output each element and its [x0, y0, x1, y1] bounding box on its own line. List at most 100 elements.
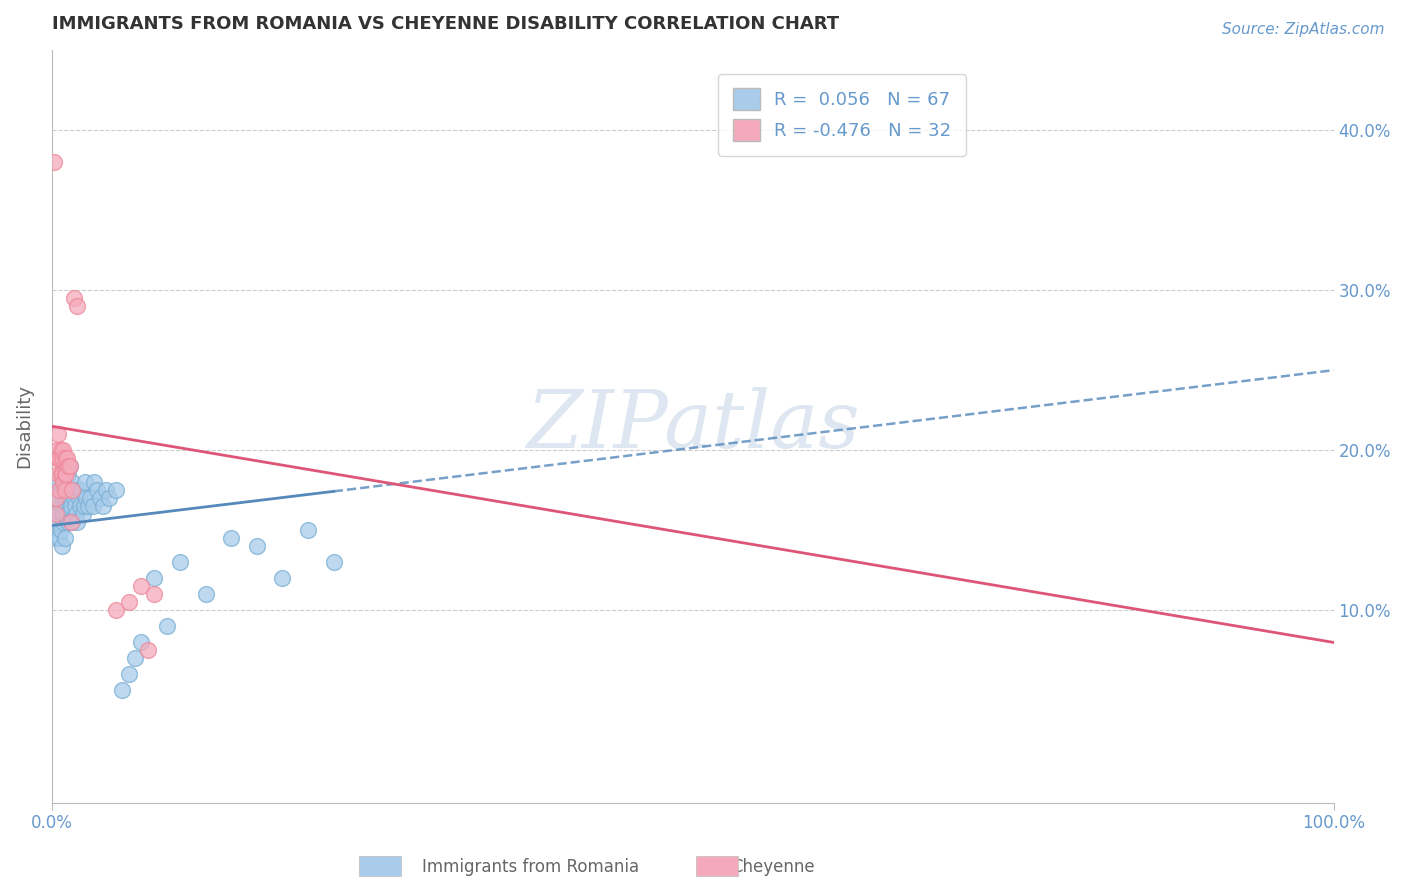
Point [52, 491, 75, 506]
Point [49, 524, 72, 538]
Point [51, 508, 73, 522]
Point [60, 516, 83, 530]
Point [169, 555, 191, 569]
Point [44, 155, 66, 169]
Point [60, 483, 83, 498]
Point [52, 508, 75, 522]
Point [46, 516, 69, 530]
Text: Immigrants from Romania: Immigrants from Romania [422, 858, 638, 876]
Point [55, 491, 77, 506]
Point [51, 467, 73, 482]
Point [73, 500, 96, 514]
Point [104, 483, 127, 498]
Point [45, 491, 67, 506]
Point [48, 491, 70, 506]
Point [48, 532, 70, 546]
Point [124, 651, 146, 665]
Point [49, 443, 72, 458]
Point [46, 451, 69, 466]
Point [52, 516, 75, 530]
Point [56, 483, 79, 498]
Point [143, 571, 166, 585]
Point [49, 500, 72, 514]
Point [62, 291, 84, 305]
Legend: R =  0.056   N = 67, R = -0.476   N = 32: R = 0.056 N = 67, R = -0.476 N = 32 [718, 74, 966, 156]
Point [69, 500, 91, 514]
Point [46, 475, 69, 490]
Point [75, 491, 97, 506]
Point [45, 508, 67, 522]
Point [60, 475, 83, 490]
Point [53, 500, 76, 514]
Point [136, 643, 159, 657]
Text: IMMIGRANTS FROM ROMANIA VS CHEYENNE DISABILITY CORRELATION CHART: IMMIGRANTS FROM ROMANIA VS CHEYENNE DISA… [52, 15, 839, 33]
Point [51, 539, 73, 553]
Point [83, 475, 105, 490]
Point [322, 555, 344, 569]
Point [62, 491, 84, 506]
Point [59, 459, 82, 474]
Point [45, 483, 67, 498]
Point [59, 483, 82, 498]
Point [156, 619, 179, 633]
Point [118, 595, 141, 609]
Point [67, 491, 90, 506]
Text: ZIPatlas: ZIPatlas [526, 387, 859, 465]
Point [53, 532, 76, 546]
Point [58, 467, 80, 482]
Point [49, 483, 72, 498]
Point [65, 508, 87, 522]
Text: Cheyenne: Cheyenne [731, 858, 814, 876]
Point [70, 483, 93, 498]
Point [59, 459, 82, 474]
Point [76, 500, 98, 514]
Point [53, 451, 76, 466]
Point [46, 467, 69, 482]
Point [45, 443, 67, 458]
Point [45, 532, 67, 546]
Point [72, 508, 94, 522]
Point [143, 587, 166, 601]
Point [131, 635, 153, 649]
Point [59, 500, 82, 514]
Point [219, 532, 242, 546]
Point [63, 500, 86, 514]
Point [86, 483, 108, 498]
Y-axis label: Disability: Disability [15, 384, 32, 468]
Point [55, 475, 77, 490]
Point [131, 579, 153, 593]
Point [91, 500, 114, 514]
Text: Source: ZipAtlas.com: Source: ZipAtlas.com [1222, 22, 1385, 37]
Point [46, 508, 69, 522]
Point [52, 475, 75, 490]
Point [45, 451, 67, 466]
Point [271, 571, 294, 585]
Point [56, 508, 79, 522]
Point [66, 516, 89, 530]
Point [56, 451, 79, 466]
Point [297, 524, 319, 538]
Point [98, 491, 121, 506]
Point [66, 299, 89, 313]
Point [194, 587, 217, 601]
Point [59, 516, 82, 530]
Point [118, 667, 141, 681]
Point [58, 459, 80, 474]
Point [48, 483, 70, 498]
Point [53, 483, 76, 498]
Point [46, 427, 69, 442]
Point [94, 483, 117, 498]
Point [49, 467, 72, 482]
Point [51, 467, 73, 482]
Point [59, 491, 82, 506]
Point [79, 491, 101, 506]
Point [53, 483, 76, 498]
Point [111, 683, 134, 698]
Point [89, 491, 111, 506]
Point [58, 516, 80, 530]
Point [53, 467, 76, 482]
Point [48, 451, 70, 466]
Point [82, 500, 104, 514]
Point [52, 443, 75, 458]
Point [66, 483, 89, 498]
